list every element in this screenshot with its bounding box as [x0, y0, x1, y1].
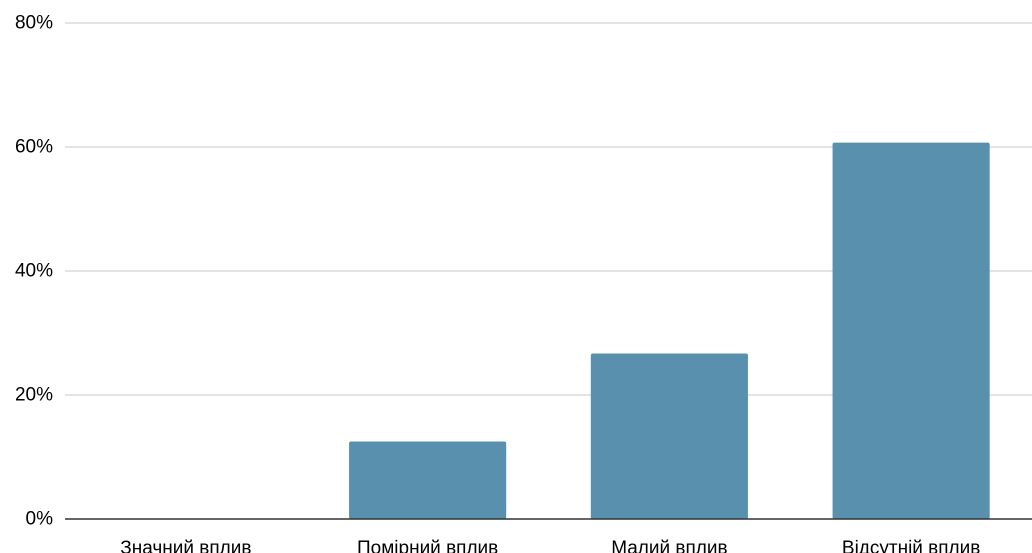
- x-axis-category-labels: Значний вплив Помірний вплив Малий вплив Ві…: [120, 538, 980, 553]
- y-tick-label: 80%: [15, 13, 53, 34]
- bars: [349, 142, 990, 519]
- x-tick-label: Помірний вплив: [357, 538, 498, 553]
- bar: [832, 142, 990, 519]
- y-tick-label: 20%: [15, 385, 53, 406]
- bar: [590, 353, 748, 519]
- y-tick-label: 60%: [15, 137, 53, 158]
- x-tick-label: Відсутній вплив: [842, 538, 980, 553]
- y-tick-label: 0%: [26, 509, 54, 530]
- bar: [349, 441, 507, 519]
- y-axis-tick-labels: 0% 20% 40% 60% 80%: [15, 13, 53, 530]
- y-tick-label: 40%: [15, 261, 53, 282]
- x-tick-label: Значний вплив: [120, 538, 251, 553]
- x-tick-label: Малий вплив: [611, 538, 727, 553]
